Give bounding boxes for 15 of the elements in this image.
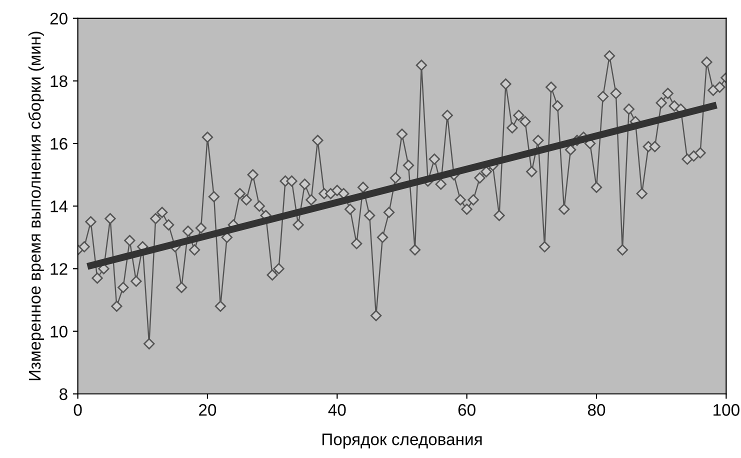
y-tick-label: 10	[50, 326, 68, 338]
y-tick-label: 8	[60, 388, 68, 400]
x-tick-label: 80	[588, 404, 606, 416]
y-tick-label: 20	[50, 12, 68, 25]
x-tick-label: 60	[458, 404, 476, 416]
x-tick-label: 100	[714, 404, 740, 416]
x-tick-label: 40	[328, 404, 346, 416]
y-axis-title: Измеренное время выполнения сборки (мин)	[28, 32, 44, 380]
y-tick-label: 14	[50, 200, 68, 212]
y-tick-label: 18	[50, 75, 68, 88]
x-tick-label: 20	[199, 404, 216, 416]
x-tick-label: 0	[74, 404, 82, 416]
y-tick-label: 12	[50, 263, 68, 275]
x-axis-title: Порядок следования	[322, 434, 482, 449]
y-tick-label: 16	[50, 138, 68, 150]
